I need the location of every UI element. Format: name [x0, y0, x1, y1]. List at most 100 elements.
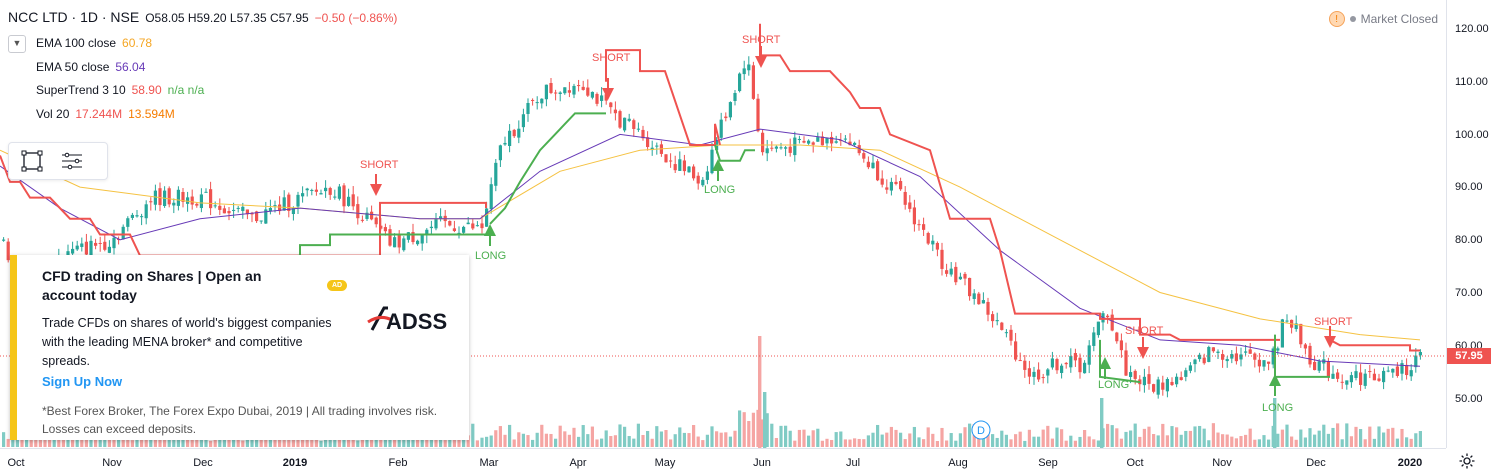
- candle-body: [1363, 373, 1367, 386]
- candle-body: [84, 241, 88, 255]
- candle-body: [701, 179, 705, 186]
- volume-bar: [517, 432, 521, 447]
- time-axis[interactable]: Oct Nov Dec 2019 Feb Mar Apr May Jun Jul…: [0, 448, 1446, 475]
- candle-body: [1313, 361, 1317, 371]
- legend-collapse-icon[interactable]: ▼: [8, 34, 26, 53]
- candle-body: [696, 175, 700, 184]
- volume-bar: [968, 423, 972, 447]
- candle-body: [1225, 359, 1229, 362]
- volume-bar: [742, 412, 746, 447]
- legend-row-supertrend[interactable]: SuperTrend 3 10 58.90 n/a n/a: [8, 79, 204, 103]
- candle-body: [922, 224, 926, 230]
- ad-banner[interactable]: CFD trading on Shares | Open an account …: [10, 255, 469, 440]
- settings-lines-icon[interactable]: [55, 146, 89, 176]
- dividend-marker-icon: [971, 420, 991, 440]
- gear-icon[interactable]: [1458, 452, 1476, 470]
- candle-body: [218, 205, 222, 210]
- volume-bar: [1124, 431, 1128, 447]
- candle-body: [774, 146, 778, 149]
- candle-body: [291, 207, 295, 215]
- volume-bar: [121, 438, 125, 447]
- volume-bar: [765, 413, 769, 447]
- legend-row-volume[interactable]: Vol 20 17.244M 13.594M: [8, 103, 204, 127]
- price-tick: 80.00: [1455, 234, 1483, 246]
- legend-row-ema100[interactable]: ▼ EMA 100 close 60.78: [8, 32, 204, 56]
- time-tick: Dec: [193, 457, 213, 469]
- volume-bar: [255, 436, 259, 447]
- volume-bar: [1083, 430, 1087, 447]
- candle-body: [655, 145, 659, 147]
- volume-bar: [1400, 428, 1404, 447]
- volume-bar: [149, 433, 153, 447]
- volume-bar: [1359, 429, 1363, 447]
- candle-body: [448, 220, 452, 226]
- volume-bar: [48, 437, 52, 447]
- candle-body: [195, 203, 199, 206]
- ad-title[interactable]: CFD trading on Shares | Open an account …: [42, 268, 262, 303]
- volume-bar: [1050, 438, 1054, 447]
- candle-body: [742, 68, 746, 75]
- price-axis[interactable]: 120.00 110.00 100.00 90.00 80.00 70.00 6…: [1446, 0, 1494, 448]
- volume-bar: [1244, 434, 1248, 447]
- candle-body: [241, 206, 245, 211]
- candle-body: [1129, 372, 1133, 377]
- candle-body: [204, 191, 208, 193]
- volume-bar: [1023, 440, 1027, 447]
- candle-body: [1179, 377, 1183, 380]
- volume-bar: [485, 436, 489, 447]
- candle-body: [365, 212, 369, 219]
- volume-bar: [167, 436, 171, 447]
- volume-bar: [692, 425, 696, 447]
- candle-body: [1276, 348, 1280, 351]
- candle-body: [1257, 359, 1261, 367]
- volume-bar: [1100, 398, 1104, 448]
- time-tick: Sep: [1038, 457, 1058, 469]
- candle-body: [834, 141, 838, 143]
- volume-bar: [650, 438, 654, 447]
- time-tick: Mar: [479, 457, 499, 469]
- candle-body: [1096, 321, 1100, 336]
- volume-bar: [940, 427, 944, 447]
- volume-bar: [1110, 425, 1114, 447]
- candle-body: [1152, 384, 1156, 392]
- candle-body: [1285, 320, 1289, 322]
- volume-bar: [489, 435, 493, 447]
- volume-bar: [1152, 434, 1156, 447]
- time-tick: 2020: [1397, 457, 1423, 469]
- volume-bar: [784, 425, 788, 447]
- volume-bar: [282, 435, 286, 447]
- volume-bar: [1225, 434, 1229, 447]
- price-tick: 100.00: [1455, 129, 1489, 141]
- volume-bar: [1317, 430, 1321, 447]
- candle-body: [457, 232, 461, 234]
- short-signal-label: SHORT: [742, 34, 781, 46]
- time-tick: Jul: [845, 457, 861, 469]
- market-status[interactable]: ! Market Closed: [1328, 11, 1438, 27]
- volume-bar: [1147, 426, 1151, 447]
- candle-body: [227, 211, 231, 214]
- candle-body: [1244, 351, 1248, 353]
- volume-bar: [880, 434, 884, 447]
- sign-up-link[interactable]: Sign Up Now: [42, 374, 123, 389]
- candle-body: [581, 86, 585, 90]
- volume-bar: [144, 433, 148, 447]
- volume-bar: [807, 435, 811, 447]
- volume-bar: [655, 426, 659, 447]
- candle-body: [682, 160, 686, 172]
- legend-row-ema50[interactable]: EMA 50 close 56.04: [8, 56, 204, 80]
- symbol-title[interactable]: NCC LTD · 1D · NSE: [8, 9, 140, 25]
- candle-body: [144, 204, 148, 219]
- candle-body: [738, 73, 742, 92]
- ad-body: Trade CFDs on shares of world's biggest …: [42, 316, 332, 368]
- candle-body: [475, 225, 479, 227]
- candle-body: [535, 102, 539, 104]
- rectangle-tool-icon[interactable]: [15, 146, 49, 176]
- candle-body: [278, 204, 282, 212]
- candle-body: [1391, 368, 1395, 373]
- candle-body: [567, 90, 571, 93]
- candle-body: [1308, 345, 1312, 365]
- volume-bar: [682, 432, 686, 447]
- warning-icon[interactable]: !: [1328, 11, 1345, 27]
- volume-bar: [1161, 423, 1165, 447]
- volume-bar: [498, 426, 502, 447]
